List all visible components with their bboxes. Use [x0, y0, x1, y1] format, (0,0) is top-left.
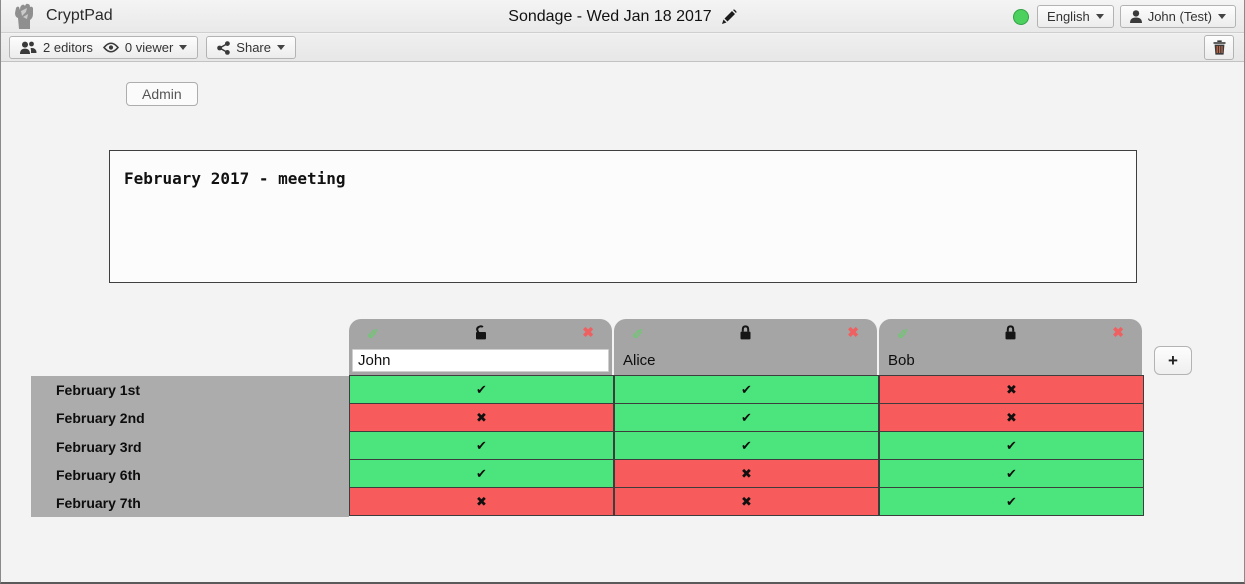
row-label: February 1st: [56, 382, 141, 399]
row-labels: February 1st February 2nd February 3rd F…: [31, 376, 349, 517]
remove-column-icon[interactable]: ✖: [582, 324, 594, 340]
vote-cell[interactable]: ✔: [350, 376, 613, 403]
user-label: John (Test): [1147, 9, 1212, 24]
add-column-button[interactable]: +: [1154, 346, 1192, 375]
lock-icon[interactable]: [1004, 325, 1017, 340]
row-label: February 2nd: [56, 410, 145, 427]
edit-column-icon[interactable]: ✎: [897, 325, 909, 341]
toolbar: 2 editors 0 viewer Share: [1, 34, 1244, 62]
title-bar: CryptPad Sondage - Wed Jan 18 2017 Engli…: [1, 0, 1244, 33]
chevron-down-icon: [277, 45, 285, 50]
vote-cell[interactable]: ✔: [880, 488, 1143, 515]
chevron-down-icon: [1095, 14, 1104, 19]
column-header-alice: ✎ ✖ Alice: [614, 319, 877, 375]
vote-cell[interactable]: ✔: [880, 432, 1143, 459]
editors-count-label: 2 editors: [43, 40, 93, 55]
presence-dropdown[interactable]: 2 editors 0 viewer: [9, 36, 199, 59]
connection-status-indicator: [1013, 8, 1030, 25]
column-name-alice: Alice: [623, 352, 656, 369]
column-name-bob: Bob: [888, 352, 915, 369]
vote-cell[interactable]: ✔: [350, 460, 613, 487]
share-label: Share: [236, 40, 271, 55]
trash-icon: [1213, 40, 1226, 55]
vote-cell[interactable]: ✔: [615, 432, 878, 459]
edit-column-icon[interactable]: ✎: [367, 325, 379, 341]
share-dropdown[interactable]: Share: [206, 36, 296, 59]
language-dropdown[interactable]: English: [1037, 5, 1114, 28]
edit-column-icon[interactable]: ✎: [632, 325, 644, 341]
column-name-input-john[interactable]: [352, 348, 609, 372]
column-header-john: ✎ ✖: [349, 319, 612, 375]
chevron-down-icon: [179, 45, 188, 50]
app-name: CryptPad: [46, 7, 113, 24]
row-label: February 3rd: [56, 438, 142, 455]
column-header-bob: ✎ ✖ Bob: [879, 319, 1142, 375]
column-headers: ✎ ✖: [349, 319, 1144, 375]
language-label: English: [1047, 9, 1090, 24]
row-label: February 6th: [56, 466, 141, 483]
user-icon: [1129, 10, 1142, 23]
chevron-down-icon: [1218, 14, 1226, 19]
share-icon: [217, 40, 231, 55]
rename-pencil-icon[interactable]: [721, 9, 737, 24]
logo-wrap: CryptPad: [1, 2, 113, 30]
titlebar-right: English John (Test): [1013, 0, 1236, 33]
vote-cell[interactable]: ✖: [880, 376, 1143, 403]
vote-cell[interactable]: ✔: [615, 376, 878, 403]
vote-cell[interactable]: ✖: [350, 404, 613, 431]
trash-button[interactable]: [1204, 35, 1234, 60]
row-label: February 7th: [56, 494, 141, 511]
lock-icon[interactable]: [739, 325, 752, 340]
viewers-count-label: 0 viewer: [124, 40, 174, 55]
toolbar-right: [1204, 35, 1234, 60]
users-icon: [20, 41, 37, 54]
vote-cell[interactable]: ✖: [615, 488, 878, 515]
vote-cell[interactable]: ✔: [880, 460, 1143, 487]
remove-column-icon[interactable]: ✖: [1112, 324, 1124, 340]
vote-cell[interactable]: ✔: [615, 404, 878, 431]
eye-icon: [102, 42, 119, 53]
poll-description-textarea[interactable]: February 2017 - meeting: [109, 150, 1137, 283]
vote-cell[interactable]: ✔: [350, 432, 613, 459]
doc-title: Sondage - Wed Jan 18 2017: [508, 7, 712, 25]
vote-grid: ✔ ✔ ✖ ✖ ✔ ✖ ✔ ✔ ✔ ✔ ✖ ✔ ✖ ✖ ✔: [349, 375, 1144, 516]
unlock-icon[interactable]: [474, 325, 488, 340]
admin-button[interactable]: Admin: [126, 82, 198, 106]
vote-cell[interactable]: ✖: [350, 488, 613, 515]
user-menu-dropdown[interactable]: John (Test): [1119, 5, 1236, 28]
vote-cell[interactable]: ✖: [615, 460, 878, 487]
vote-cell[interactable]: ✖: [880, 404, 1143, 431]
remove-column-icon[interactable]: ✖: [847, 324, 859, 340]
cryptpad-fist-logo-icon: [11, 2, 37, 30]
